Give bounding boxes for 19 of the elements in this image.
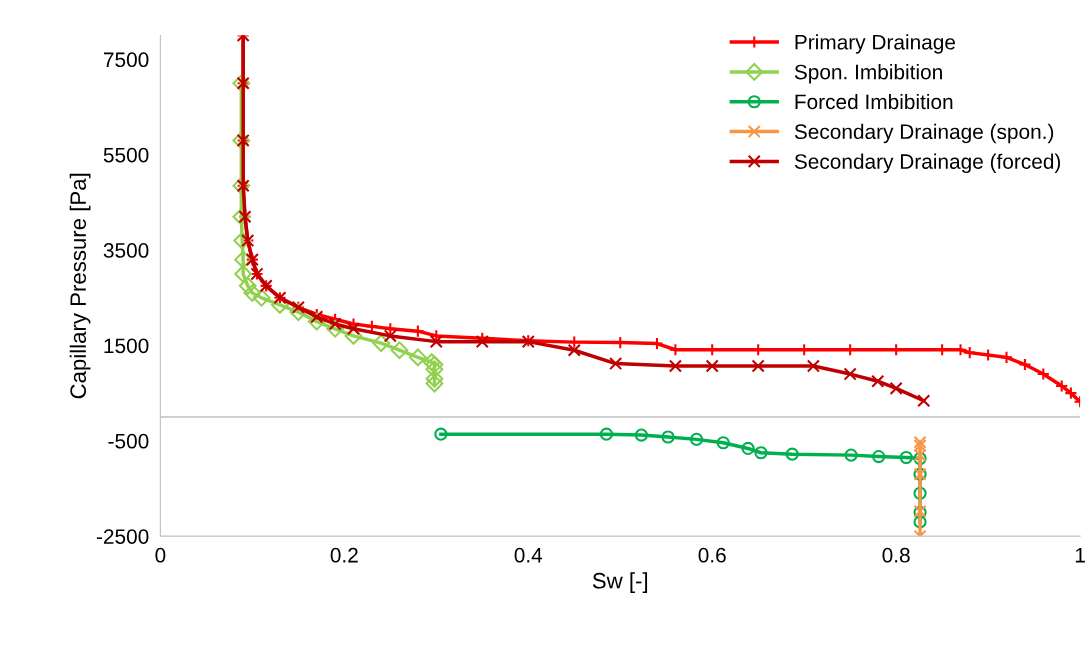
legend-label: Forced Imbibition bbox=[795, 93, 953, 110]
y-tick-label: 3500 bbox=[103, 243, 149, 258]
x-tick-label: 0.2 bbox=[330, 547, 358, 563]
x-tick-label: 0.4 bbox=[514, 547, 543, 563]
y-tick-label: 7500 bbox=[103, 52, 149, 68]
x-tick-label: 0.6 bbox=[698, 547, 726, 563]
legend-label: Secondary Drainage (spon.) bbox=[794, 123, 1054, 144]
x-tick-label: 0 bbox=[155, 547, 166, 563]
y-axis-title: Capillary Pressure [Pa] bbox=[69, 173, 91, 399]
x-tick-label: 1 bbox=[1075, 548, 1085, 563]
legend-label: Secondary Drainage (forced) bbox=[794, 153, 1061, 174]
x-axis-title: Sw [-] bbox=[592, 572, 648, 593]
y-tick-label: 5500 bbox=[103, 147, 149, 163]
y-tick-label: -2500 bbox=[96, 529, 149, 544]
y-tick-label: -500 bbox=[108, 433, 149, 449]
legend-label: Primary Drainage bbox=[795, 34, 956, 54]
y-tick-label: 1500 bbox=[104, 338, 149, 354]
legend-label: Spon. Imbibition bbox=[794, 64, 942, 84]
x-tick-label: 0.8 bbox=[882, 547, 910, 563]
